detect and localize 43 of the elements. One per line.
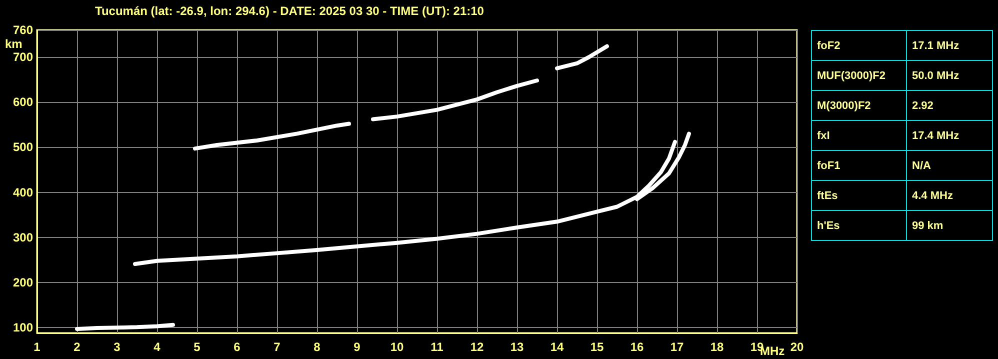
chart-title: Tucumán (lat: -26.9, lon: 294.6) - DATE: 2025 03 30 - TIME (UT): 21:10 xyxy=(95,4,484,18)
text: 99 km xyxy=(906,210,992,240)
x-tick-label: 10 xyxy=(390,340,404,354)
x-tick-label: 12 xyxy=(470,340,484,354)
text: MUF(3000)F2 xyxy=(812,60,906,90)
x-tick-label: 3 xyxy=(114,340,121,354)
x-tick-label: 4 xyxy=(154,340,161,354)
text: 17.1 MHz xyxy=(906,30,992,60)
x-tick-label: 2 xyxy=(74,340,81,354)
x-tick-label: 5 xyxy=(194,340,201,354)
y-tick-label: 700 xyxy=(12,50,34,64)
y-tick-label: 400 xyxy=(12,185,34,200)
x-tick-label: 20 xyxy=(790,340,804,354)
text: 50.0 MHz xyxy=(906,60,992,90)
x-tick-label: 9 xyxy=(354,340,361,354)
x-tick-label: 8 xyxy=(314,340,321,354)
y-tick-label: 760 xyxy=(12,23,34,37)
text: 17.4 MHz xyxy=(906,120,992,150)
text: foF2 xyxy=(812,30,906,60)
x-tick-label: 18 xyxy=(710,340,724,354)
x-tick-label: 14 xyxy=(550,340,564,354)
text: 4.4 MHz xyxy=(906,180,992,210)
text: ftEs xyxy=(812,180,906,210)
x-tick-label: 6 xyxy=(234,340,241,354)
x-tick-label: 1 xyxy=(34,340,41,354)
text: M(3000)F2 xyxy=(812,90,906,120)
y-tick-label: 100 xyxy=(12,320,34,335)
y-tick-label: 300 xyxy=(12,230,34,244)
y-tick-label: 500 xyxy=(12,140,34,154)
y-axis-title: km xyxy=(5,37,22,51)
text: fxI xyxy=(812,120,906,150)
x-tick-label: 11 xyxy=(430,340,444,354)
text: 2.92 xyxy=(906,90,992,120)
x-tick-label: 17 xyxy=(670,340,684,354)
x-tick-label: 15 xyxy=(590,340,604,354)
text: foF1 xyxy=(812,150,906,180)
x-tick-label: 16 xyxy=(630,340,644,354)
text: N/A xyxy=(906,150,992,180)
y-tick-label: 200 xyxy=(12,276,34,290)
y-tick-label: 600 xyxy=(12,95,34,110)
x-tick-label: 13 xyxy=(510,340,524,354)
text: h'Es xyxy=(812,210,906,240)
x-tick-label: 7 xyxy=(274,340,281,354)
